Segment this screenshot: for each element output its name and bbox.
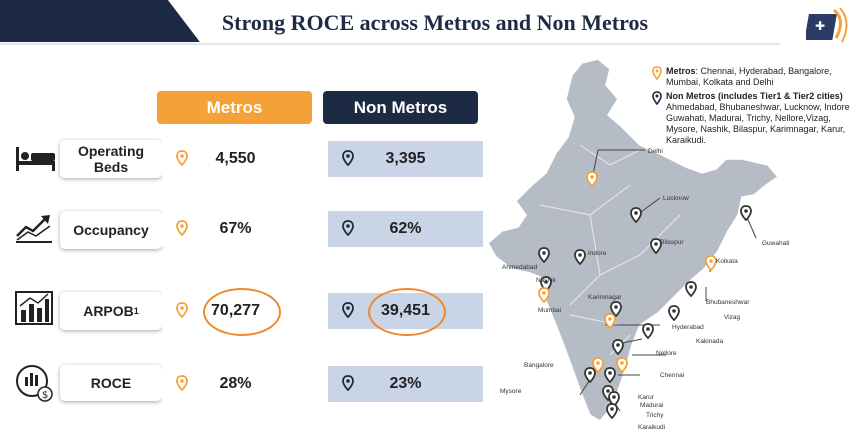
metric-label-occupancy: Occupancy — [60, 211, 162, 249]
city-label-nashik: Nashik — [536, 277, 557, 284]
metric-label-operating-beds: Operating Beds — [60, 140, 162, 178]
pin-kakinada — [642, 323, 654, 339]
legend-metros: Metros: Chennai, Hyderabad, Bangalore, M… — [652, 66, 857, 88]
city-label-delhi: Delhi — [648, 148, 663, 155]
non-metro-pin-icon — [652, 91, 662, 105]
highlight-circle-metros — [203, 288, 281, 336]
city-label-trichy: Trichy — [646, 412, 664, 419]
header-stripe — [0, 0, 780, 45]
bar-chart-icon — [15, 291, 53, 325]
city-label-madurai: Madurai — [640, 402, 663, 409]
non-metros-value-occupancy: 62% — [328, 211, 483, 247]
city-label-guwahati: Guwahati — [762, 240, 789, 247]
non-metros-value-operating-beds: 3,395 — [328, 141, 483, 177]
city-label-indore: Indore — [588, 250, 607, 257]
metro-pin-icon — [652, 66, 662, 80]
metro-pin-icon — [176, 220, 188, 236]
non-metro-pin-icon — [342, 220, 354, 236]
city-label-kakinada: Kakinada — [696, 338, 723, 345]
metros-value-roce: 28% — [162, 366, 309, 402]
metros-value-occupancy: 67% — [162, 211, 309, 247]
pin-karaikudi — [606, 403, 618, 419]
legend-non-metros: Non Metros (includes Tier1 & Tier2 citie… — [652, 91, 857, 146]
city-label-hyderabad: Hyderabad — [672, 324, 704, 331]
city-label-karaikudi: Karaikudi — [638, 424, 665, 431]
non-metro-pin-icon — [342, 150, 354, 166]
logo-icon: ✚ — [806, 8, 848, 43]
state-borders — [539, 144, 681, 356]
india-map: Delhi Lucknow Guwahati Bilaspur Kolkata … — [487, 58, 789, 431]
metric-label-arpob: ARPOB 1 — [60, 292, 162, 330]
pin-kolkata — [705, 255, 717, 271]
non-metro-pin-icon — [342, 302, 354, 318]
growth-chart-icon — [16, 215, 52, 243]
city-label-lucknow: Lucknow — [663, 195, 689, 202]
non-metros-value-roce: 23% — [328, 366, 483, 402]
metro-pin-icon — [176, 375, 188, 391]
metros-header: Metros — [157, 91, 312, 124]
city-label-kolkata: Kolkata — [716, 258, 738, 265]
map-legend: Metros: Chennai, Hyderabad, Bangalore, M… — [652, 66, 857, 149]
pin-guwahati — [740, 205, 752, 221]
city-label-mysore: Mysore — [500, 388, 522, 395]
city-label-mumbai: Mumbai — [538, 307, 561, 314]
city-label-bangalore: Bangalore — [524, 362, 554, 369]
city-label-bhubaneshwar: Bhubaneshwar — [706, 299, 750, 306]
page-title: Strong ROCE across Metros and Non Metros — [221, 10, 649, 35]
city-label-karimnagar: Karimnagar — [588, 294, 622, 301]
highlight-circle-non-metros — [368, 288, 446, 336]
pin-bhubaneshwar — [685, 281, 697, 297]
svg-text:✚: ✚ — [815, 19, 825, 33]
metros-value-operating-beds: 4,550 — [162, 141, 309, 177]
roce-chart-icon: $ — [16, 365, 53, 402]
city-label-vizag: Vizag — [724, 314, 741, 321]
metro-pin-icon — [176, 150, 188, 166]
bed-icon — [16, 147, 55, 171]
city-label-bilaspur: Bilaspur — [660, 239, 684, 246]
metric-label-roce: ROCE — [60, 365, 162, 401]
metro-pin-icon — [176, 302, 188, 318]
non-metro-pin-icon — [342, 375, 354, 391]
footnote-marker: 1 — [133, 306, 139, 316]
non-metros-header: Non Metros — [323, 91, 478, 124]
svg-text:$: $ — [42, 390, 48, 401]
pin-vizag — [668, 305, 680, 321]
city-label-ahmedabad: Ahmedabad — [502, 264, 537, 271]
city-label-chennai: Chennai — [660, 372, 684, 379]
city-label-nellore: Nellore — [656, 350, 677, 357]
city-label-karur: Karur — [638, 394, 655, 401]
